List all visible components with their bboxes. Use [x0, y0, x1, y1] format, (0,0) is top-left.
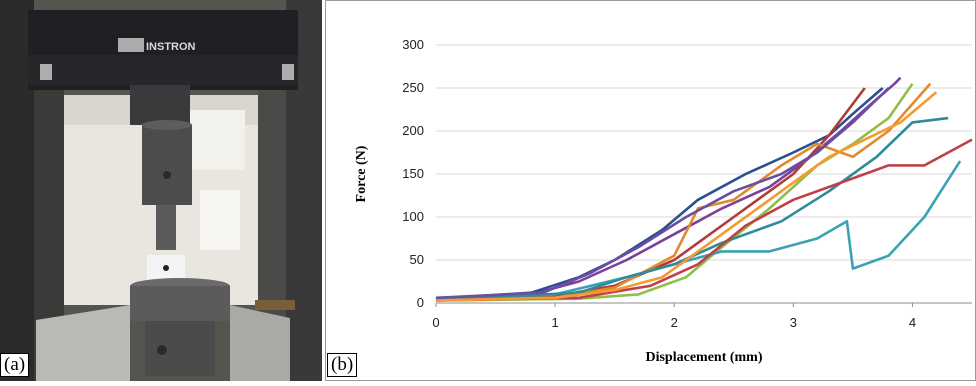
x-tick-label: 2	[671, 315, 678, 330]
y-tick-label: 200	[402, 123, 424, 138]
test-machine-photo: INSTRON	[0, 0, 322, 381]
series-line-8	[435, 138, 973, 302]
y-tick-label: 150	[402, 166, 424, 181]
y-axis-title: Force (N)	[354, 145, 369, 202]
x-axis-title: Displacement (mm)	[645, 350, 762, 365]
force-displacement-chart: 0 50 100 150 200 250 300 0 1 2 3 4 Displacement (mm…	[325, 0, 976, 381]
chart-svg: 0 50 100 150 200 250 300 0 1 2 3 4 Displacement (mm…	[354, 37, 973, 365]
series-line-4	[435, 82, 932, 302]
series-line-7	[435, 116, 949, 301]
y-tick-label: 0	[417, 295, 424, 310]
y-tick-label: 300	[402, 37, 424, 52]
y-tick-label: 250	[402, 80, 424, 95]
y-tick-label: 50	[410, 252, 424, 267]
x-tick-label: 0	[432, 315, 439, 330]
axes: 0 50 100 150 200 250 300 0 1 2 3 4	[402, 37, 972, 330]
gridlines	[436, 44, 972, 261]
x-tick-label: 1	[551, 315, 558, 330]
brand-text: INSTRON	[146, 41, 196, 53]
series-line-9	[435, 91, 938, 302]
panel-label-b: (b)	[327, 353, 358, 377]
y-tick-label: 100	[402, 209, 424, 224]
series-line-10	[435, 87, 890, 300]
test-machine-illustration: INSTRON	[0, 0, 322, 381]
series-line-2	[435, 87, 884, 300]
series-line-6	[435, 160, 962, 301]
x-tick-label: 4	[909, 315, 916, 330]
series-line-5	[435, 82, 914, 302]
x-tick-label: 3	[790, 315, 797, 330]
panel-label-a: (a)	[0, 353, 30, 377]
series-lines	[435, 76, 973, 302]
